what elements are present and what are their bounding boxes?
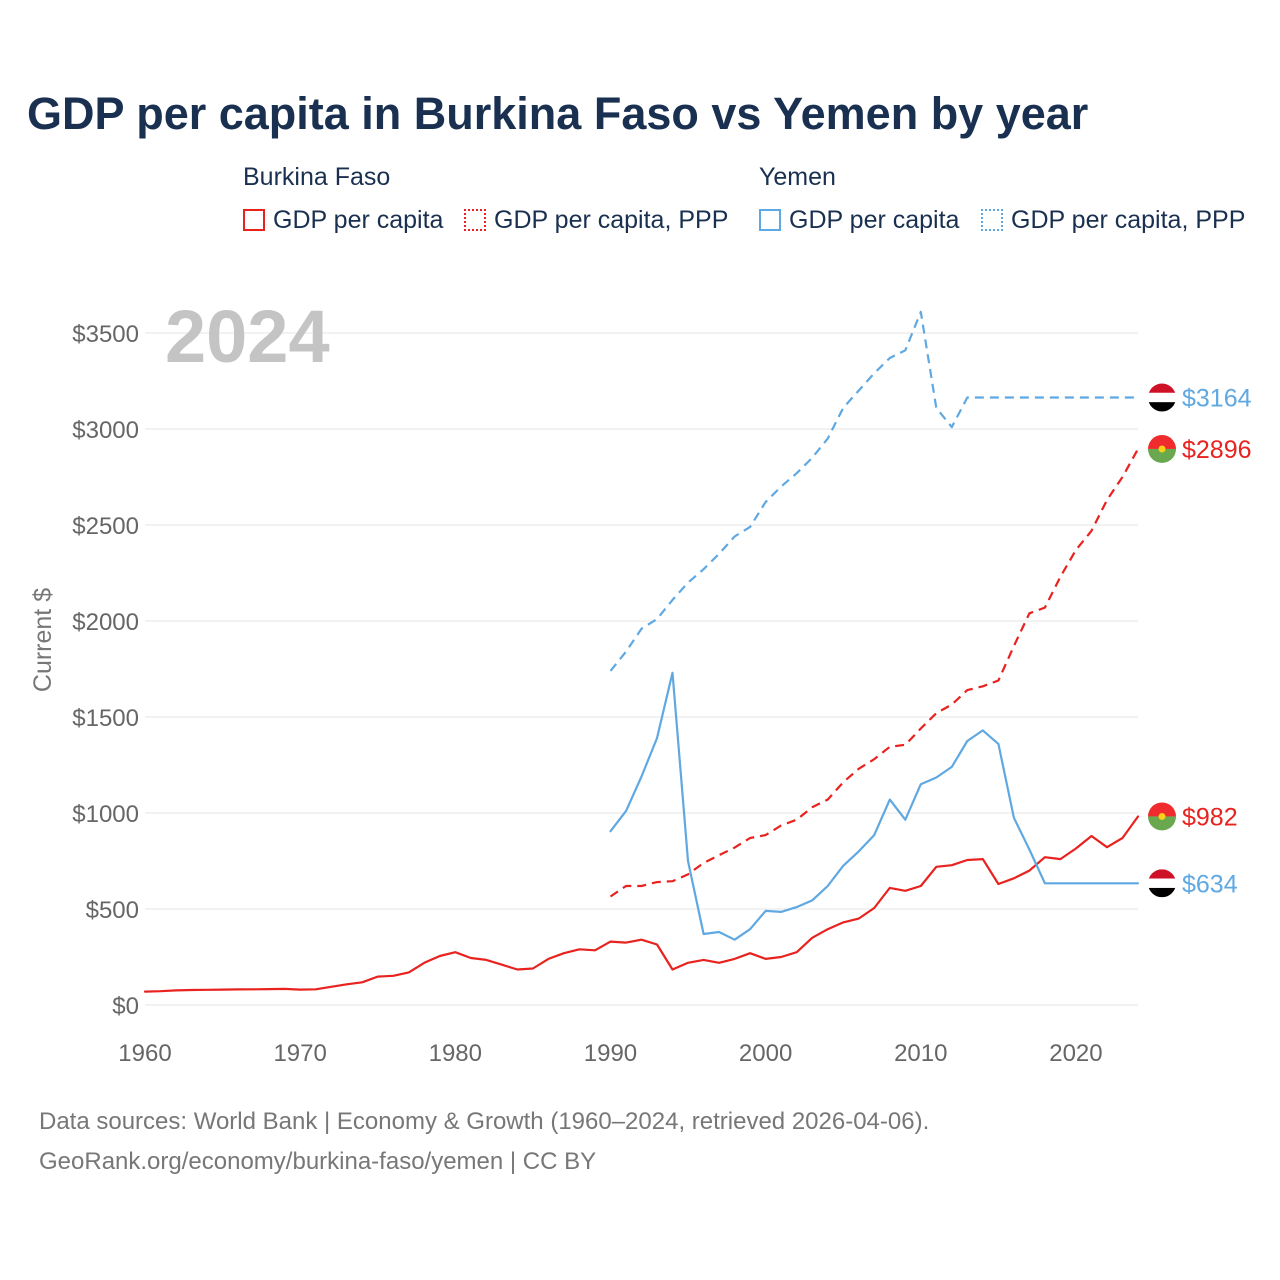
legend-group-yemen: Yemen (759, 163, 836, 191)
legend-label: GDP per capita (273, 205, 444, 234)
x-tick-label: 2010 (894, 1040, 947, 1067)
legend-label: GDP per capita, PPP (494, 205, 729, 234)
end-value-label: $982 (1182, 803, 1238, 831)
legend-item-burkina-gdp[interactable]: GDP per capita (243, 205, 443, 235)
series-line-1 (143, 815, 1140, 993)
legend-swatch-solid-blue (759, 209, 781, 231)
x-tick-label: 1960 (118, 1040, 171, 1067)
legend-swatch-dotted-red (464, 209, 486, 231)
series-line-3 (609, 671, 1140, 941)
y-tick-label: $2000 (72, 609, 139, 636)
yemen-flag-icon (1148, 383, 1176, 412)
x-tick-label: 2000 (739, 1040, 792, 1067)
chart-title: GDP per capita in Burkina Faso vs Yemen … (27, 88, 1089, 139)
y-tick-label: $3500 (72, 321, 139, 348)
legend-item-yemen-gdp[interactable]: GDP per capita (759, 205, 959, 235)
legend-group-burkina-faso: Burkina Faso (243, 163, 391, 191)
y-tick-label: $0 (112, 993, 139, 1020)
y-tick-label: $1500 (72, 705, 139, 732)
y-tick-label: $3000 (72, 417, 139, 444)
legend-item-burkina-gdp-ppp[interactable]: GDP per capita, PPP (464, 205, 728, 235)
x-tick-label: 1980 (429, 1040, 482, 1067)
y-tick-label: $2500 (72, 513, 139, 540)
grid (145, 332, 1138, 1006)
series-line-4 (609, 310, 1138, 672)
legend-item-yemen-gdp-ppp[interactable]: GDP per capita, PPP (981, 205, 1245, 235)
end-value-label: $634 (1182, 870, 1238, 898)
legend-label: GDP per capita, PPP (1011, 205, 1246, 234)
burkina-faso-flag-icon (1148, 434, 1176, 463)
end-value-label: $3164 (1182, 385, 1252, 413)
legend-label: GDP per capita (789, 205, 960, 234)
series-line-2 (609, 448, 1139, 898)
x-tick-label: 2020 (1049, 1040, 1102, 1067)
series-lines (143, 310, 1140, 993)
y-tick-label: $1000 (72, 801, 139, 828)
burkina-faso-flag-icon (1148, 802, 1176, 831)
footer-attribution: GeoRank.org/economy/burkina-faso/yemen |… (39, 1148, 597, 1175)
x-axis: 1960 1970 1980 1990 2000 2010 2020 (118, 1040, 1102, 1067)
x-tick-label: 1970 (273, 1040, 326, 1067)
x-tick-label: 1990 (584, 1040, 637, 1067)
y-axis-label: Current $ (29, 588, 57, 692)
legend-swatch-dotted-blue (981, 209, 1003, 231)
footer-sources: Data sources: World Bank | Economy & Gro… (39, 1108, 930, 1135)
y-tick-label: $500 (86, 897, 139, 924)
yemen-flag-icon (1148, 869, 1176, 898)
year-watermark: 2024 (165, 295, 330, 378)
legend-swatch-solid-red (243, 209, 265, 231)
end-markers: $3164 $2896 $982 $634 (1148, 383, 1252, 898)
end-value-label: $2896 (1182, 436, 1252, 464)
y-axis: $0 $500 $1000 $1500 $2000 $2500 $3000 $3500 (72, 321, 139, 1020)
